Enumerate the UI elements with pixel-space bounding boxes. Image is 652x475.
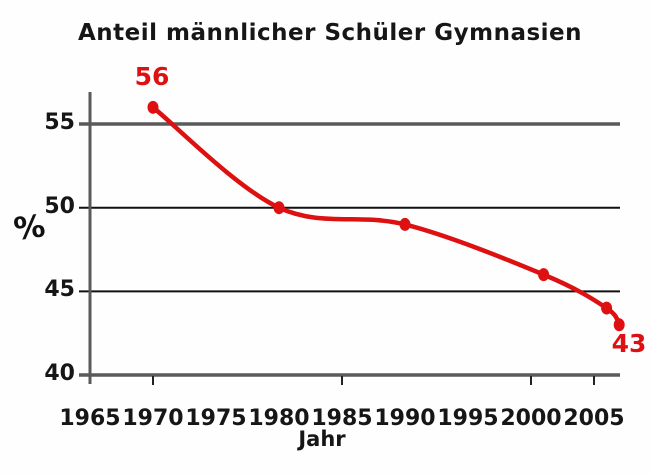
x-tick-label-1970: 1970	[122, 406, 184, 431]
y-tick-label-40: 40	[44, 361, 75, 386]
data-point-1970	[147, 100, 159, 114]
x-tick-label-1985: 1985	[311, 406, 373, 431]
y-tick-label-55: 55	[44, 110, 75, 136]
data-point-1980	[273, 201, 285, 215]
data-point-2001	[538, 268, 550, 282]
data-point-label-2007: 43	[611, 329, 647, 358]
x-tick-label-1990: 1990	[374, 406, 436, 431]
x-tick-label-1980: 1980	[248, 406, 310, 431]
x-tick-label-2000: 2000	[500, 406, 562, 431]
x-tick-label-1995: 1995	[437, 406, 499, 431]
data-point-1990	[399, 217, 411, 231]
x-tick-label-1975: 1975	[185, 406, 247, 431]
x-tick-label-2005: 2005	[563, 406, 625, 431]
y-tick-label-45: 45	[44, 277, 75, 303]
x-axis-label: Jahr	[298, 427, 346, 451]
data-point-label-1970: 56	[134, 62, 170, 91]
data-point-2006	[601, 301, 613, 315]
x-tick-label-1965: 1965	[59, 406, 121, 431]
data-point-2007	[613, 318, 625, 332]
chart-title: Anteil männlicher Schüler Gymnasien	[77, 20, 583, 46]
y-tick-label-50: 50	[44, 193, 75, 219]
